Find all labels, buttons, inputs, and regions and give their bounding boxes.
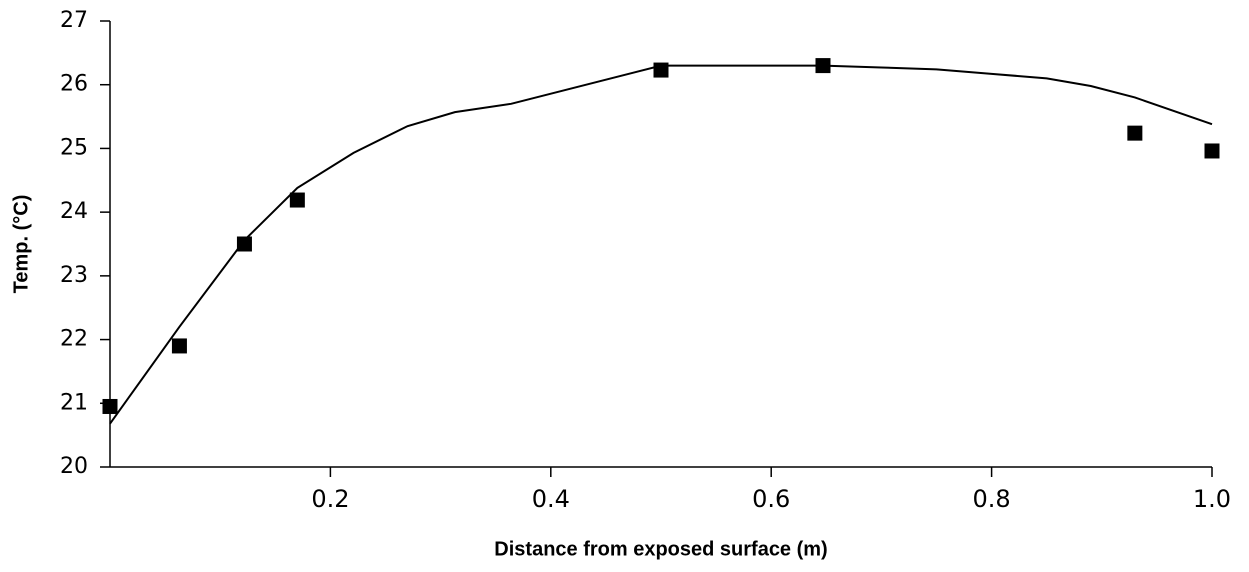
y-tick-label: 21: [60, 390, 88, 415]
data-point: [653, 62, 669, 78]
model-line: [109, 64, 1213, 425]
y-tick-label: 25: [60, 135, 88, 160]
y-tick-label: 22: [60, 327, 88, 352]
data-point: [1204, 143, 1220, 159]
data-point: [815, 58, 831, 74]
y-tick-label: 27: [60, 8, 88, 33]
x-tick-label: 0.2: [311, 485, 349, 513]
y-tick-label: 24: [60, 199, 88, 224]
x-tick-label: 0.6: [752, 485, 790, 513]
data-point: [102, 398, 118, 414]
y-tick-label: 20: [60, 454, 88, 479]
x-tick-label: 1.0: [1193, 485, 1231, 513]
x-tick-label: 0.8: [973, 485, 1011, 513]
x-tick-label: 0.4: [532, 485, 570, 513]
y-tick-label: 23: [60, 263, 88, 288]
data-point: [171, 338, 187, 354]
y-axis-label: Temp. (°C): [10, 195, 32, 294]
data-point: [289, 192, 305, 208]
x-axis-label: Distance from exposed surface (m): [494, 538, 827, 560]
y-tick-label: 26: [60, 72, 88, 97]
data-point: [1127, 125, 1143, 141]
data-point: [236, 236, 252, 252]
